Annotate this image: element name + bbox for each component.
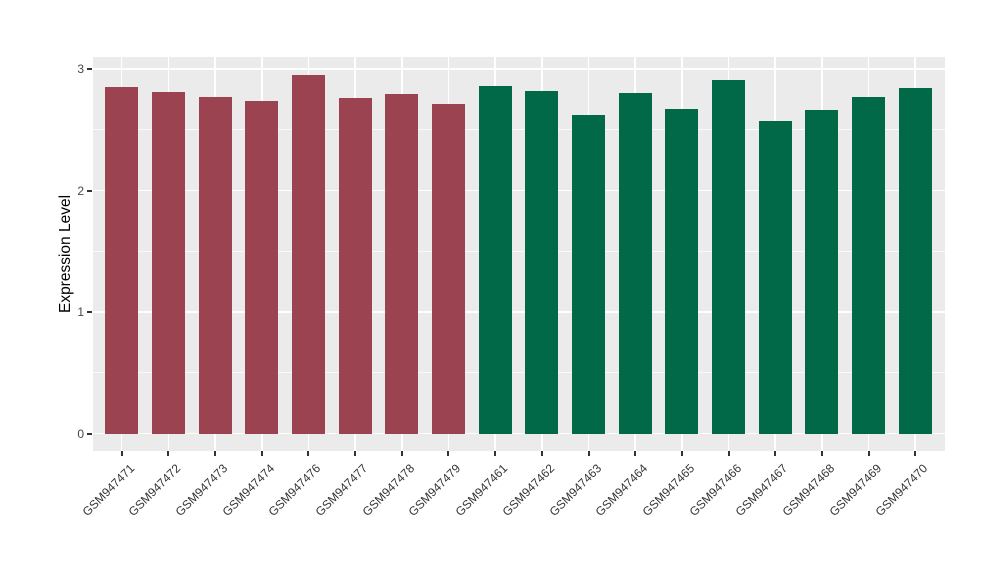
bar-GSM947474 bbox=[245, 100, 279, 434]
bar-GSM947473 bbox=[198, 96, 232, 434]
bar-GSM947466 bbox=[712, 79, 746, 434]
x-tick-GSM947463 bbox=[587, 451, 590, 456]
x-tick-GSM947461 bbox=[494, 451, 497, 456]
gridline-minor-y-1.5 bbox=[93, 250, 945, 252]
gridline-minor-y-2.5 bbox=[93, 129, 945, 131]
plot-panel bbox=[93, 57, 945, 451]
x-tick-GSM947469 bbox=[867, 451, 870, 456]
y-axis-title: Expression Level bbox=[57, 194, 74, 314]
x-tick-GSM947478 bbox=[400, 451, 403, 456]
bar-GSM947464 bbox=[618, 93, 652, 434]
x-tick-GSM947473 bbox=[214, 451, 217, 456]
gridline-major-y-1 bbox=[93, 311, 945, 313]
x-tick-GSM947471 bbox=[120, 451, 123, 456]
bar-GSM947463 bbox=[572, 115, 605, 434]
bar-GSM947467 bbox=[758, 121, 792, 434]
x-tick-GSM947467 bbox=[774, 451, 777, 456]
bar-GSM947469 bbox=[852, 96, 886, 434]
y-tick-1 bbox=[87, 311, 92, 314]
bar-GSM947476 bbox=[291, 74, 325, 434]
gridline-major-y-2 bbox=[93, 189, 945, 192]
x-tick-GSM947468 bbox=[820, 451, 823, 456]
bar-GSM947472 bbox=[151, 92, 185, 434]
y-tick-0 bbox=[87, 432, 92, 435]
gridline-minor-y-0.5 bbox=[93, 372, 945, 374]
x-tick-GSM947466 bbox=[727, 451, 730, 456]
x-tick-GSM947462 bbox=[540, 451, 543, 456]
bar-GSM947479 bbox=[431, 104, 465, 434]
x-tick-GSM947474 bbox=[260, 451, 263, 456]
bar-GSM947462 bbox=[525, 90, 559, 434]
y-tick-label-0: 0 bbox=[77, 426, 84, 441]
x-tick-GSM947472 bbox=[167, 451, 170, 456]
bar-GSM947478 bbox=[385, 94, 419, 434]
x-tick-GSM947470 bbox=[914, 451, 917, 456]
y-tick-label-3: 3 bbox=[77, 61, 84, 76]
x-tick-GSM947479 bbox=[447, 451, 450, 456]
bar-GSM947465 bbox=[665, 109, 699, 434]
bar-GSM947477 bbox=[338, 98, 372, 434]
y-tick-2 bbox=[87, 189, 92, 192]
x-tick-GSM947476 bbox=[307, 451, 310, 456]
bar-GSM947461 bbox=[478, 85, 512, 434]
bar-GSM947471 bbox=[105, 87, 139, 434]
y-tick-label-1: 1 bbox=[77, 305, 84, 320]
bar-GSM947468 bbox=[805, 110, 839, 434]
y-tick-3 bbox=[87, 67, 92, 70]
gridline-major-y-3 bbox=[93, 68, 945, 70]
x-tick-GSM947465 bbox=[680, 451, 683, 456]
x-tick-GSM947464 bbox=[634, 451, 637, 456]
x-tick-GSM947477 bbox=[354, 451, 357, 456]
bar-GSM947470 bbox=[898, 88, 932, 434]
y-tick-label-2: 2 bbox=[77, 183, 84, 198]
gridline-major-y-0 bbox=[93, 432, 945, 435]
